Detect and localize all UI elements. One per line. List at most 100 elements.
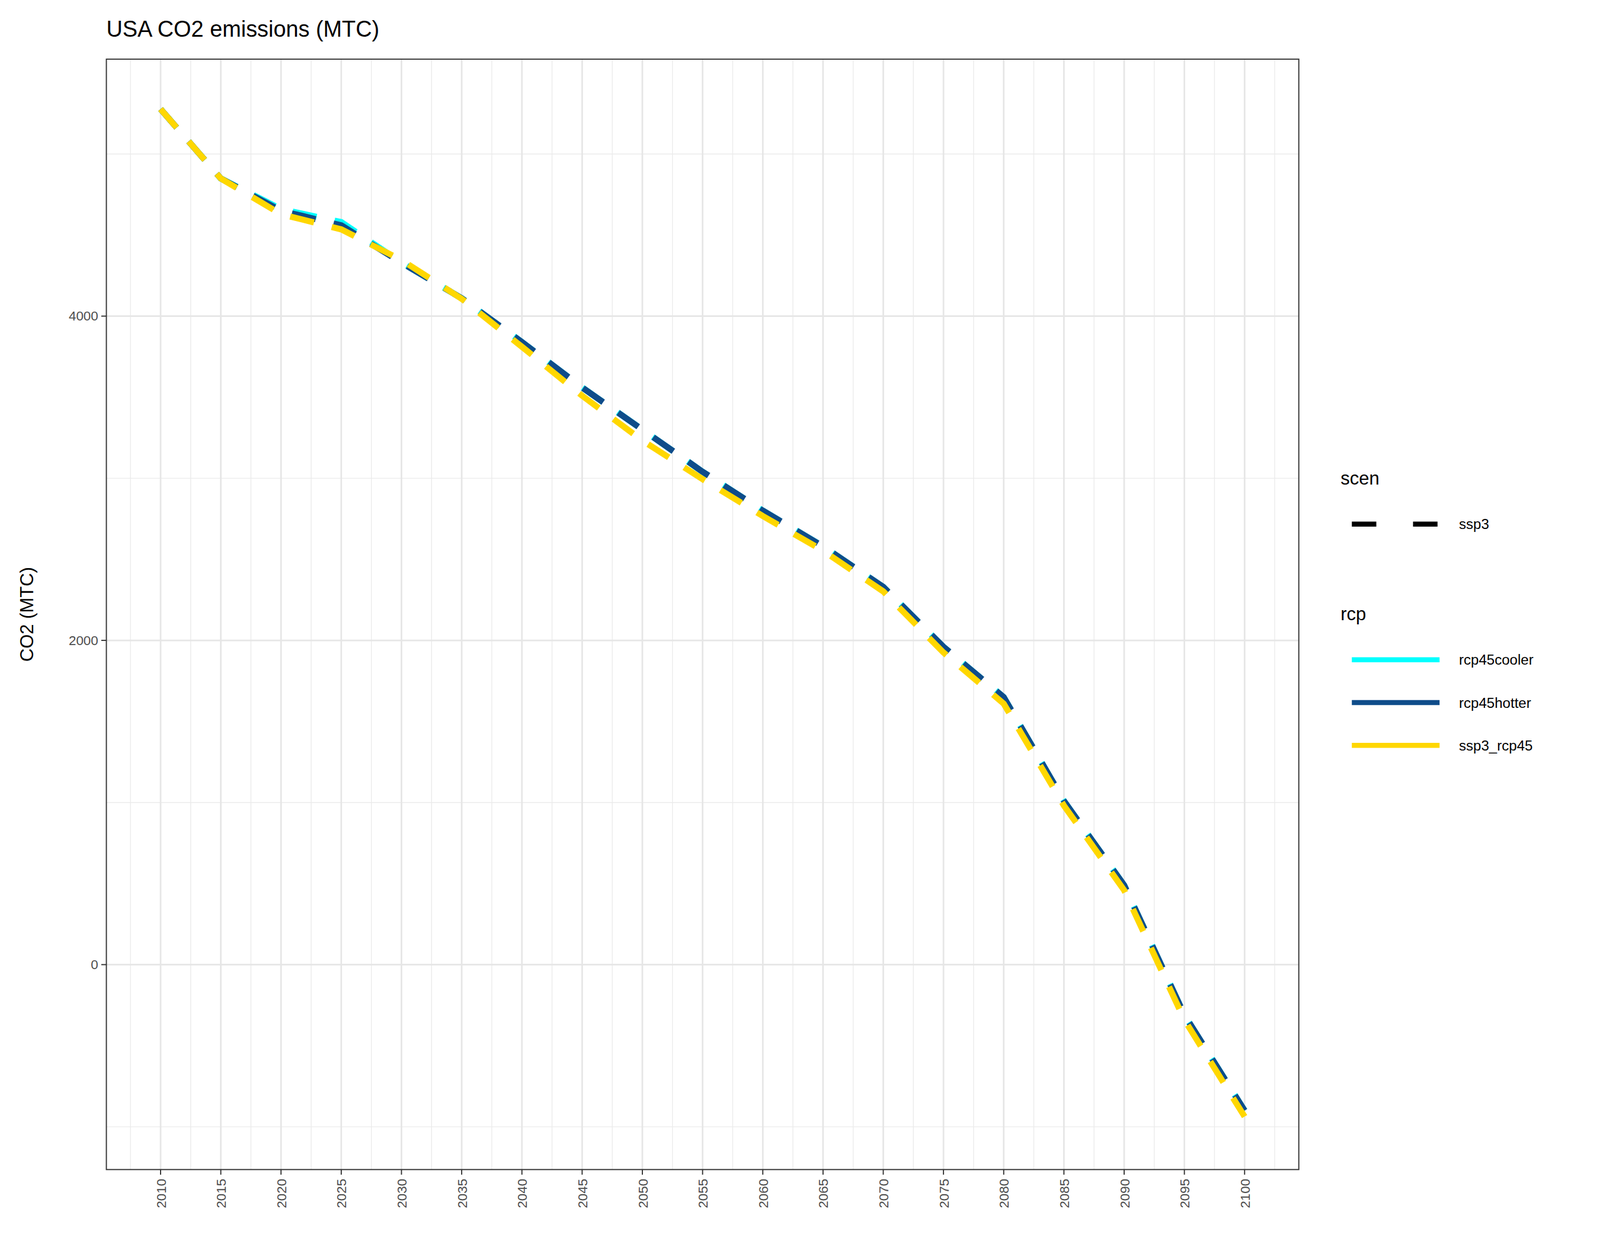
legend-label: ssp3 (1458, 516, 1490, 533)
grid-y (106, 640, 1299, 642)
x-tick (581, 1169, 583, 1176)
legend-key (1351, 657, 1440, 663)
x-tick (401, 1169, 403, 1176)
x-tick-label: 2100 (1237, 1179, 1253, 1209)
y-tick-label: 0 (90, 957, 98, 973)
x-tick-label: 2050 (635, 1179, 651, 1209)
x-tick (1243, 1169, 1246, 1176)
minor-grid-x (431, 59, 432, 1171)
plot-area (160, 109, 1245, 1118)
grid-x (641, 59, 644, 1171)
x-tick-label: 2070 (876, 1179, 892, 1209)
minor-grid-x (129, 59, 131, 1171)
x-tick-label: 2020 (274, 1179, 290, 1209)
series-line (160, 109, 1245, 1118)
x-tick-label: 2060 (756, 1179, 771, 1209)
minor-grid-x (1033, 59, 1035, 1171)
grid-x (280, 59, 283, 1171)
x-tick (1063, 1169, 1065, 1176)
minor-grid-x (1153, 59, 1155, 1171)
legend-title: scen (1340, 468, 1379, 489)
x-tick-label: 2055 (695, 1179, 711, 1209)
grid-x (400, 59, 403, 1171)
x-tick-label: 2075 (936, 1179, 952, 1209)
grid-x (1002, 59, 1005, 1171)
minor-grid-x (732, 59, 734, 1171)
grid-y (106, 964, 1299, 966)
minor-grid-x (1214, 59, 1215, 1171)
x-tick-label: 2085 (1057, 1179, 1072, 1209)
grid-y (106, 315, 1299, 318)
series-line (160, 109, 1245, 1112)
grid-x (882, 59, 885, 1171)
legend-label: ssp3_rcp45 (1458, 737, 1533, 754)
x-tick-label: 2035 (455, 1179, 470, 1209)
x-tick (1003, 1169, 1005, 1176)
legend-label: rcp45hotter (1458, 695, 1532, 712)
panel (106, 59, 1299, 1171)
minor-grid-x (551, 59, 553, 1171)
grid-x (219, 59, 222, 1171)
y-tick (101, 640, 107, 642)
x-tick (702, 1169, 704, 1176)
minor-grid-x (370, 59, 372, 1171)
grid-x (1123, 59, 1126, 1171)
x-tick (942, 1169, 944, 1176)
minor-grid-x (190, 59, 191, 1171)
x-tick-label: 2015 (213, 1179, 229, 1209)
legend-label: rcp45cooler (1458, 651, 1534, 668)
x-tick (461, 1169, 463, 1176)
x-tick (822, 1169, 824, 1176)
minor-grid-x (611, 59, 613, 1171)
grid-x (942, 59, 945, 1171)
grid-x (762, 59, 764, 1171)
grid-x (1183, 59, 1186, 1171)
minor-grid-x (250, 59, 252, 1171)
x-tick-label: 2030 (394, 1179, 410, 1209)
grid-x (520, 59, 523, 1171)
panel-border (106, 59, 1299, 1171)
x-tick (160, 1169, 162, 1176)
x-tick-label: 2010 (154, 1179, 169, 1209)
y-tick-label: 4000 (68, 308, 99, 324)
chart: 2010 2015 2020 2025 2030 2035 2040 2045 2050 2055… (0, 0, 1600, 1244)
y-axis-title: CO2 (MTC) (16, 567, 38, 662)
x-tick (1184, 1169, 1186, 1176)
x-tick (762, 1169, 764, 1176)
grid-x (581, 59, 584, 1171)
y-tick-label: 2000 (68, 633, 99, 649)
legend-title: rcp (1340, 603, 1366, 625)
minor-grid-x (852, 59, 854, 1171)
y-tick (101, 315, 107, 318)
x-tick-label: 2080 (996, 1179, 1012, 1209)
x-tick (521, 1169, 523, 1176)
x-tick-label: 2090 (1117, 1179, 1133, 1209)
minor-grid-x (1093, 59, 1095, 1171)
x-tick-label: 2095 (1177, 1179, 1193, 1209)
x-tick (340, 1169, 342, 1176)
grid-x (1243, 59, 1246, 1171)
x-tick (1123, 1169, 1125, 1176)
minor-grid-x (672, 59, 673, 1171)
grid-x (1063, 59, 1065, 1171)
grid-x (160, 59, 162, 1171)
legend: scen ssp3 rcp rcp45cooler rcp45hotter ssp3_rc… (1340, 468, 1534, 754)
minor-grid-x (1274, 59, 1275, 1171)
x-tick-label: 2025 (334, 1179, 350, 1209)
x-tick (280, 1169, 282, 1176)
legend-key (1351, 700, 1440, 706)
minor-grid-x (491, 59, 492, 1171)
x-tick-label: 2040 (514, 1179, 530, 1209)
x-tick-label: 2045 (575, 1179, 591, 1209)
legend-key (1351, 743, 1440, 749)
y-tick (101, 964, 107, 966)
grid-x (821, 59, 824, 1171)
grid-x (701, 59, 704, 1171)
title: USA CO2 emissions (MTC) (106, 16, 380, 42)
legend-key (1351, 521, 1440, 527)
minor-grid-x (792, 59, 793, 1171)
x-tick (220, 1169, 222, 1176)
x-tick (882, 1169, 885, 1176)
series-line (160, 109, 1245, 1112)
grid-x (461, 59, 463, 1171)
